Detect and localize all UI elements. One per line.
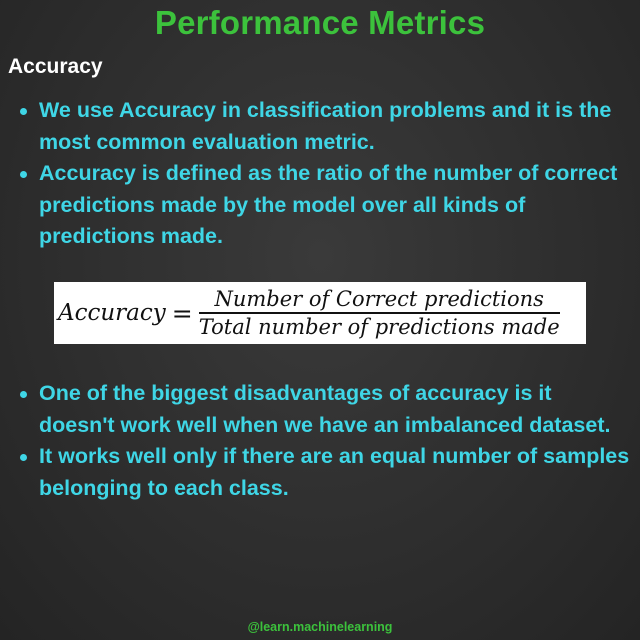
bullet-list-bottom: One of the biggest disadvantages of accu… [0,378,640,504]
section-heading: Accuracy [8,55,103,78]
bullet-item: One of the biggest disadvantages of accu… [0,378,640,441]
bullet-list-top: We use Accuracy in classification proble… [0,95,640,253]
bullet-dot-icon [20,171,27,178]
bullet-dot-icon [20,391,27,398]
bullet-text: We use Accuracy in classification proble… [39,98,612,154]
footer-handle: @learn.machinelearning [247,620,393,634]
bullet-text: One of the biggest disadvantages of accu… [39,381,611,437]
bullet-dot-icon [20,108,27,115]
bullet-item: We use Accuracy in classification proble… [0,95,640,158]
bullet-text: Accuracy is defined as the ratio of the … [39,161,618,248]
bullet-dot-icon [20,454,27,461]
formula-denominator: Total number of predictions made [198,315,560,339]
bullet-item: It works well only if there are an equal… [0,441,640,504]
accuracy-formula: Accuracy = Number of Correct predictions… [54,282,586,344]
bullet-text: It works well only if there are an equal… [39,444,630,500]
formula-equals: = [171,298,193,328]
page-title: Performance Metrics [154,4,486,41]
formula-fraction: Number of Correct predictions Total numb… [198,286,560,340]
bullet-item: Accuracy is defined as the ratio of the … [0,158,640,253]
formula-lhs: Accuracy [58,300,166,326]
formula-numerator: Number of Correct predictions [214,287,544,311]
fraction-bar [198,312,560,314]
